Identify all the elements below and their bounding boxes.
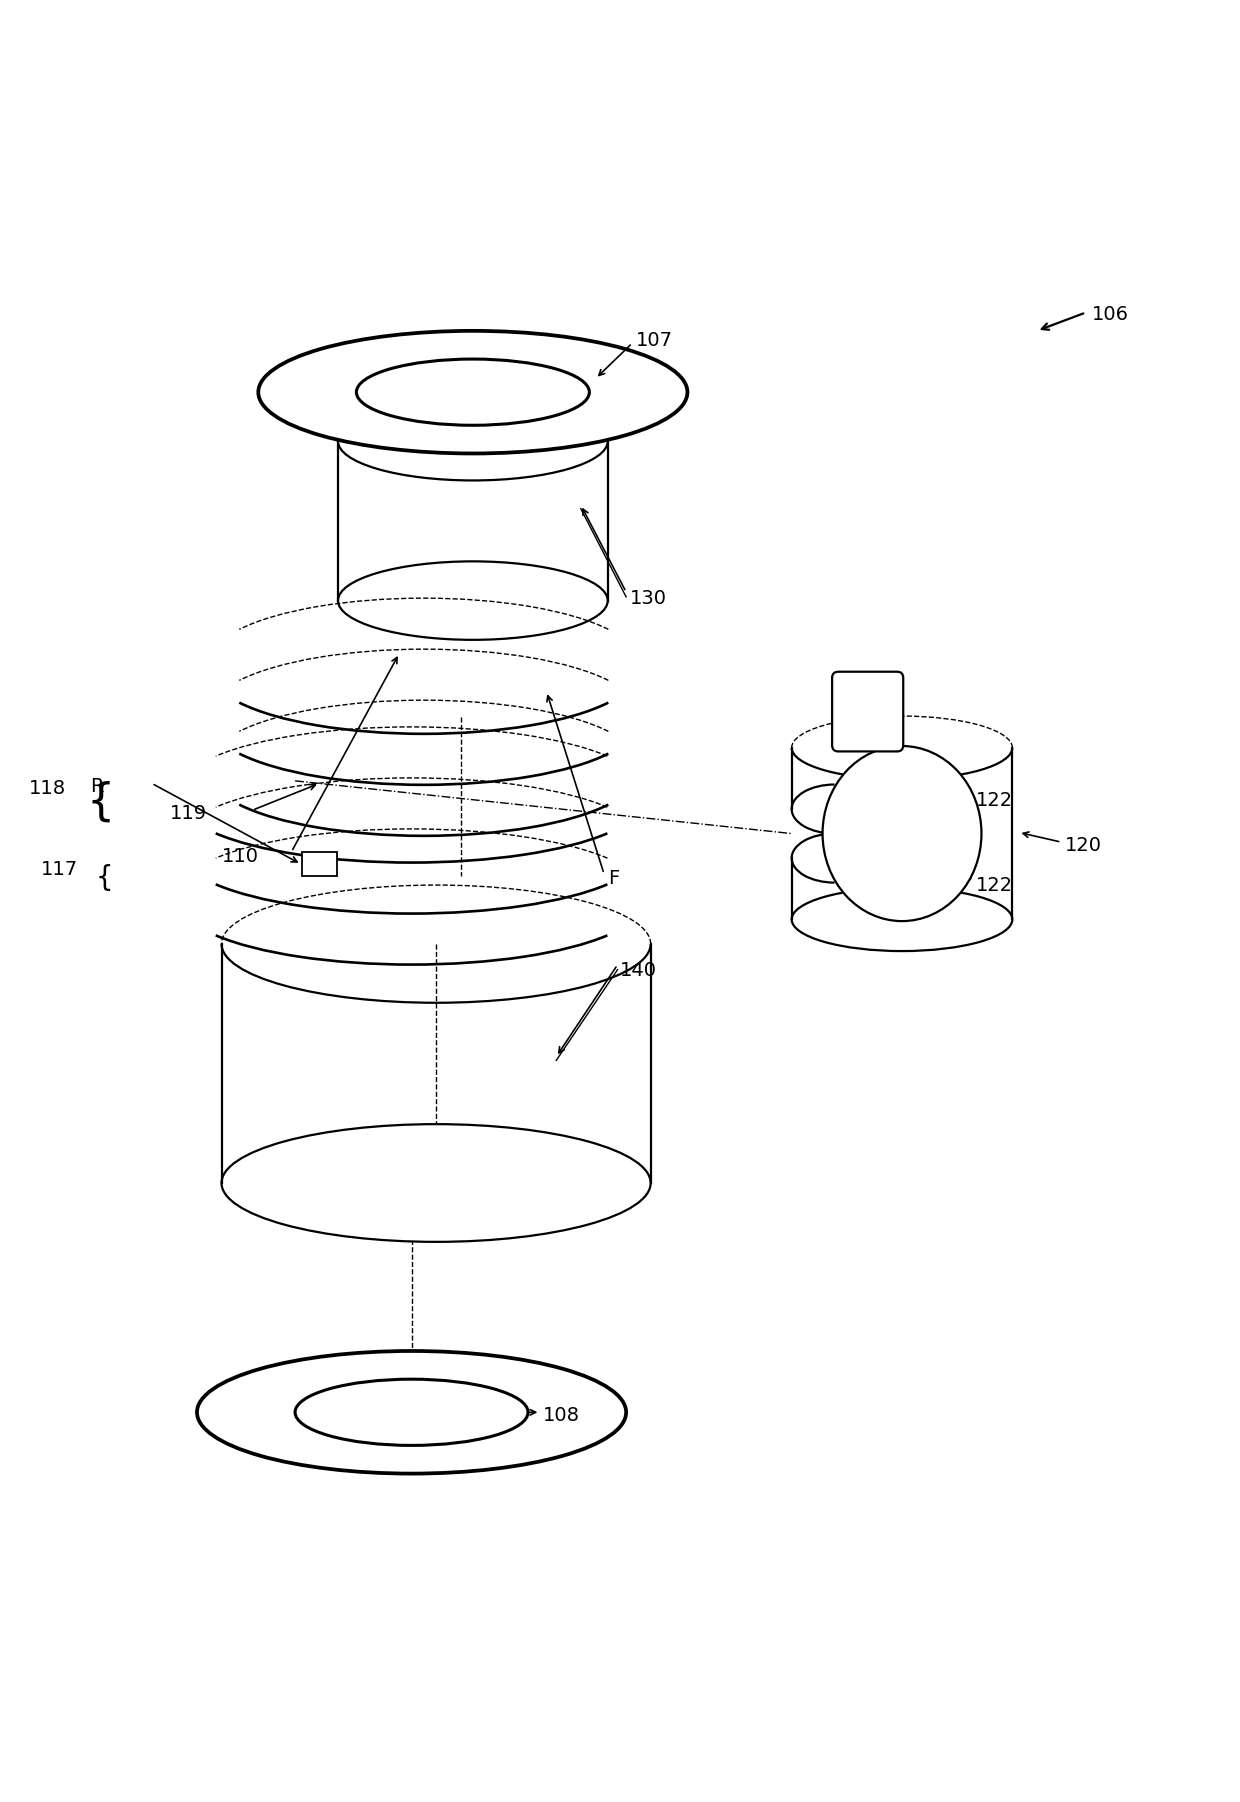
Text: F: F [608, 869, 619, 888]
Ellipse shape [822, 746, 981, 921]
Text: 117: 117 [41, 860, 78, 879]
Text: 108: 108 [543, 1407, 580, 1425]
Text: {: { [95, 863, 113, 892]
Ellipse shape [197, 1352, 626, 1474]
Ellipse shape [339, 562, 608, 640]
Ellipse shape [258, 332, 687, 454]
Ellipse shape [295, 1379, 528, 1445]
Text: 110: 110 [222, 847, 258, 867]
Text: R: R [91, 777, 104, 796]
Ellipse shape [791, 888, 1012, 951]
Text: 122: 122 [976, 876, 1013, 894]
Bar [303, 852, 337, 876]
Text: 121: 121 [911, 879, 949, 897]
Text: 106: 106 [1092, 305, 1130, 324]
Text: 118: 118 [29, 778, 66, 798]
Text: 119: 119 [170, 804, 207, 824]
Text: 140: 140 [620, 962, 657, 980]
Text: {: { [87, 780, 115, 824]
Text: 130: 130 [630, 589, 667, 607]
FancyBboxPatch shape [832, 672, 903, 751]
Text: 120: 120 [1065, 836, 1102, 856]
Ellipse shape [356, 359, 589, 425]
Text: 122: 122 [976, 791, 1013, 809]
Text: 107: 107 [636, 332, 673, 350]
Ellipse shape [222, 1124, 651, 1242]
Text: ~· A: ~· A [475, 404, 511, 422]
